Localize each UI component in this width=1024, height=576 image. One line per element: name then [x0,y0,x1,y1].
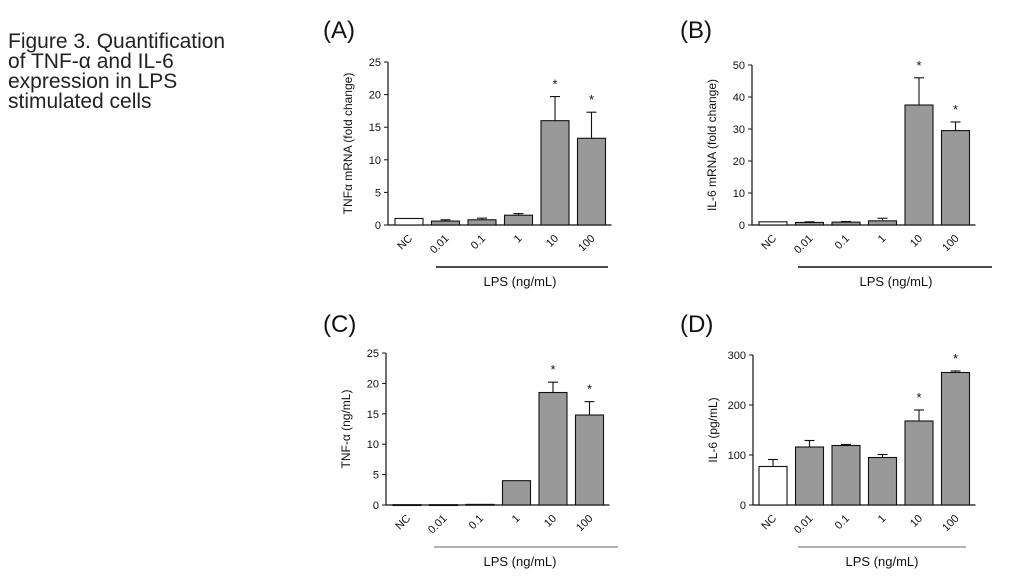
bar [538,391,568,506]
y-tick-label: 25 [367,348,379,360]
y-tick-label: 25 [369,57,381,69]
caption-line: expression in LPS [8,70,178,93]
y-tick-label: 20 [369,90,381,102]
y-tick-label: 10 [369,155,381,167]
significance-marker: * [916,390,921,405]
x-axis-label: LPS (ng/mL) [860,274,933,289]
bar [428,504,459,507]
y-tick-label: 10 [367,439,379,451]
y-tick-label: 0 [739,220,745,232]
x-tick-label: 0.1 [467,513,486,532]
significance-marker: * [589,92,594,107]
x-tick-label: 0.01 [426,513,450,537]
x-tick-label: NC [395,233,415,253]
bar [940,371,971,506]
bar [904,420,934,506]
y-tick-label: 20 [733,156,745,168]
x-tick-label: 0.1 [833,513,852,532]
bar [576,137,607,226]
y-tick-label: 300 [728,350,746,362]
bar [465,503,495,506]
bar [758,465,788,506]
x-tick-label: 1 [876,233,889,246]
bar [794,446,825,506]
y-tick-label: 20 [367,378,379,390]
x-tick-label: 0.01 [792,513,816,537]
caption-line: stimulated cells [8,90,152,113]
caption-line: of TNF-α and IL-6 [8,50,174,73]
y-tick-label: 100 [728,450,746,462]
bar [831,221,861,226]
significance-marker: * [587,382,592,397]
y-tick-label: 0 [740,500,746,512]
bar [867,456,898,506]
panel-label: (C) [323,311,356,338]
y-axis-label: IL-6 mRNA (fold change) [705,79,719,211]
y-tick-label: 30 [733,124,745,136]
x-tick-label: 100 [576,233,597,254]
y-tick-label: 15 [367,409,379,421]
x-tick-label: 1 [510,513,523,526]
y-axis-label: TNFα mRNA (fold change) [341,73,355,215]
panel-label: (D) [680,311,713,338]
x-tick-label: 10 [542,513,559,530]
bar [430,220,461,226]
bar [392,504,422,507]
y-tick-label: 40 [733,92,745,104]
bar [574,414,605,506]
x-tick-label: NC [393,513,413,533]
bar [940,130,971,226]
y-tick-label: 5 [373,470,379,482]
significance-marker: * [552,77,557,92]
x-tick-label: 0.01 [428,233,452,257]
bar [501,480,532,506]
x-axis-label: LPS (ng/mL) [484,274,557,289]
panel-label: (A) [323,17,355,44]
x-tick-label: 1 [876,513,889,526]
bar [394,217,424,226]
bar [758,221,788,226]
x-tick-label: 10 [544,233,561,250]
y-tick-label: 5 [375,187,381,199]
x-axis-label: LPS (ng/mL) [846,554,919,569]
x-tick-label: 0.1 [469,233,488,252]
significance-marker: * [550,362,555,377]
x-tick-label: 100 [940,233,961,254]
x-tick-label: 0.01 [792,233,816,257]
significance-marker: * [953,102,958,117]
x-tick-label: 10 [908,233,925,250]
y-tick-label: 0 [373,500,379,512]
x-tick-label: 10 [908,513,925,530]
y-tick-label: 50 [733,60,745,72]
y-tick-label: 10 [733,188,745,200]
x-tick-label: 1 [512,233,525,246]
x-axis-label: LPS (ng/mL) [484,554,557,569]
significance-marker: * [953,351,958,366]
bar [503,214,534,226]
figure-caption: Figure 3. Quantification of TNF-α and IL… [8,30,288,113]
bar [467,219,497,226]
bar [904,104,934,226]
y-tick-label: 15 [369,122,381,134]
panel-label: (B) [680,17,712,44]
significance-marker: * [916,58,921,73]
x-tick-label: 0.1 [833,233,852,252]
y-tick-label: 0 [375,220,381,232]
bar [540,120,570,226]
x-tick-label: NC [759,233,779,253]
y-axis-label: TNF-α (ng/mL) [339,390,353,469]
y-axis-label: IL-6 (pg/mL) [706,397,720,462]
x-tick-label: NC [759,513,779,533]
x-tick-label: 100 [574,513,595,534]
bar [867,220,898,226]
y-tick-label: 200 [728,400,746,412]
x-tick-label: 100 [940,513,961,534]
bar [831,444,861,506]
caption-line: Figure 3. Quantification [8,30,226,53]
bar [794,221,825,226]
